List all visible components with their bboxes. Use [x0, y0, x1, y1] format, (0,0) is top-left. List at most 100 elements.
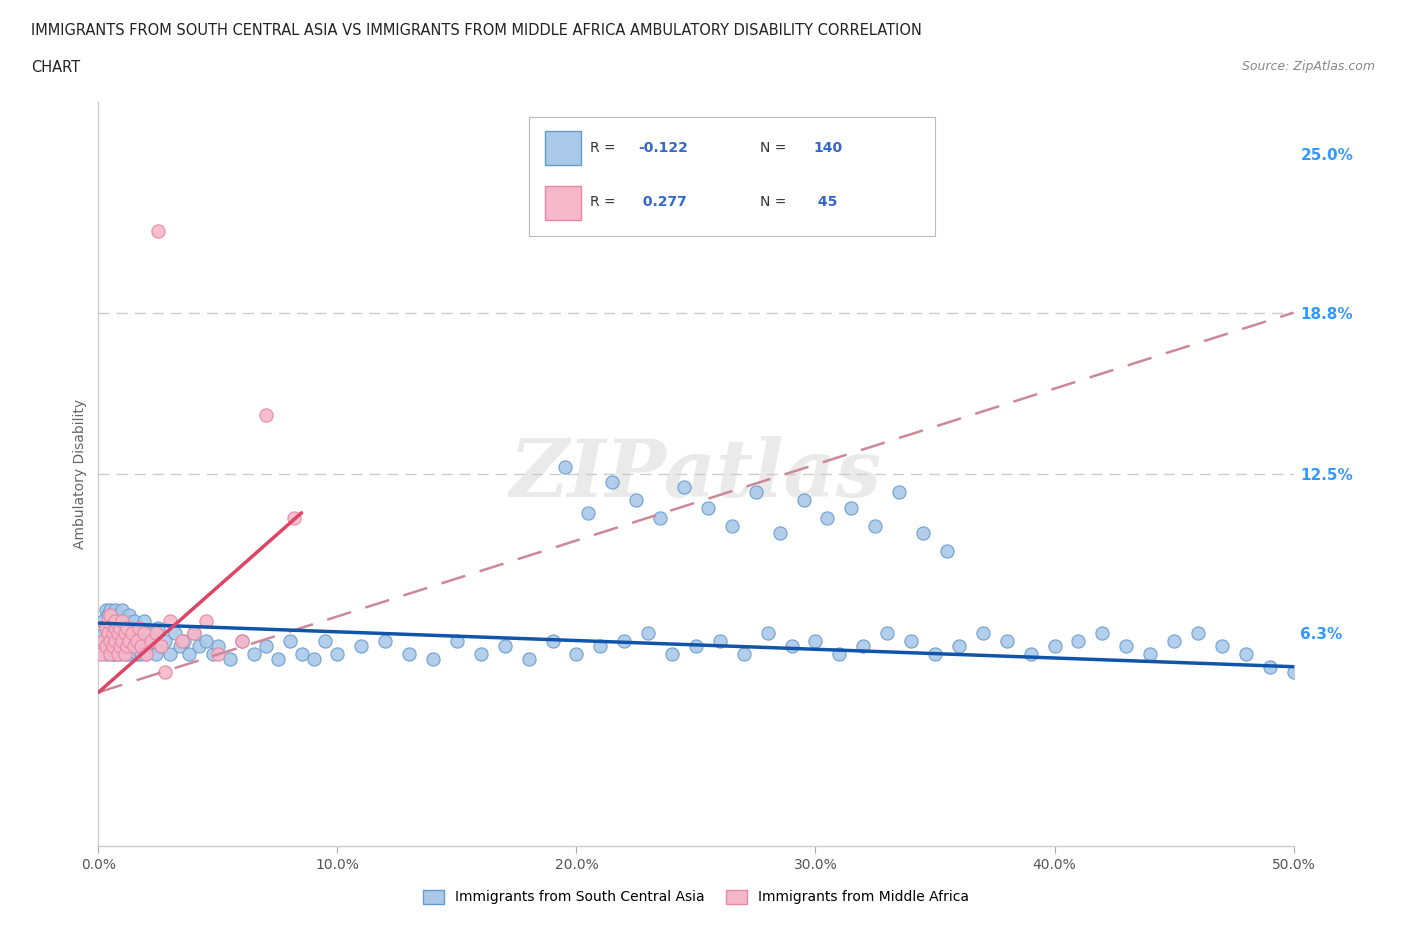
Point: [97, 633, 120, 648]
Point: [661, 646, 683, 661]
Point: [565, 646, 588, 661]
Point: [163, 626, 186, 641]
Point: [115, 621, 138, 636]
Point: [104, 646, 127, 661]
Point: [131, 646, 153, 661]
Point: [756, 626, 779, 641]
Point: [104, 621, 127, 636]
Point: [159, 613, 181, 628]
Point: [128, 621, 150, 636]
Point: [1115, 639, 1137, 654]
Point: [125, 646, 148, 661]
Point: [1187, 626, 1209, 641]
Point: [121, 633, 143, 648]
Point: [101, 626, 124, 641]
Point: [291, 646, 314, 661]
Point: [936, 544, 959, 559]
Point: [111, 626, 134, 641]
Point: [118, 626, 141, 641]
Point: [231, 633, 253, 648]
Point: [125, 633, 148, 648]
Point: [97, 616, 120, 631]
Point: [911, 525, 934, 540]
Point: [697, 500, 720, 515]
Point: [107, 616, 129, 631]
Point: [589, 639, 612, 654]
Point: [90, 646, 112, 661]
Point: [118, 608, 141, 623]
Point: [828, 646, 851, 661]
Point: [231, 633, 253, 648]
Point: [219, 652, 242, 667]
Y-axis label: Ambulatory Disability: Ambulatory Disability: [73, 399, 87, 550]
Point: [207, 646, 229, 661]
Point: [108, 621, 131, 636]
Point: [111, 613, 134, 628]
Point: [637, 626, 659, 641]
Point: [207, 639, 229, 654]
Point: [863, 518, 887, 533]
Point: [876, 626, 898, 641]
Point: [115, 639, 138, 654]
Point: [1019, 646, 1042, 661]
Point: [138, 626, 160, 641]
Point: [97, 608, 120, 623]
Text: ZIPatlas: ZIPatlas: [510, 435, 882, 513]
Point: [104, 621, 127, 636]
Point: [745, 485, 768, 499]
Text: CHART: CHART: [31, 60, 80, 75]
Point: [98, 639, 122, 654]
Point: [804, 633, 827, 648]
Point: [1211, 639, 1233, 654]
Point: [254, 408, 277, 423]
Point: [1258, 659, 1281, 674]
Point: [101, 639, 124, 654]
Point: [780, 639, 803, 654]
Point: [315, 633, 337, 648]
Point: [254, 639, 277, 654]
Point: [125, 633, 148, 648]
Point: [172, 633, 194, 648]
Point: [243, 646, 266, 661]
Point: [142, 633, 165, 648]
Point: [104, 613, 127, 628]
Point: [1139, 646, 1161, 661]
Point: [685, 639, 707, 654]
Point: [422, 652, 444, 667]
Point: [995, 633, 1018, 648]
Legend: Immigrants from South Central Asia, Immigrants from Middle Africa: Immigrants from South Central Asia, Immi…: [418, 884, 974, 910]
Point: [350, 639, 373, 654]
Point: [124, 626, 146, 641]
Point: [1091, 626, 1114, 641]
Point: [576, 505, 599, 520]
Point: [98, 633, 122, 648]
Point: [107, 639, 129, 654]
Point: [108, 646, 131, 661]
Point: [107, 626, 129, 641]
Point: [104, 633, 127, 648]
Point: [194, 613, 218, 628]
Point: [91, 639, 114, 654]
Point: [494, 639, 516, 654]
Point: [1163, 633, 1185, 648]
Point: [135, 646, 157, 661]
Point: [94, 639, 117, 654]
Point: [111, 613, 134, 628]
Point: [121, 626, 143, 641]
Point: [446, 633, 468, 648]
Point: [98, 608, 122, 623]
Point: [115, 613, 138, 628]
Point: [114, 646, 136, 661]
Point: [114, 621, 136, 636]
Point: [194, 633, 218, 648]
Point: [517, 652, 540, 667]
Point: [101, 608, 124, 623]
Point: [1234, 646, 1257, 661]
Point: [374, 633, 396, 648]
Point: [541, 633, 564, 648]
Point: [1043, 639, 1066, 654]
Point: [97, 626, 120, 641]
Point: [108, 639, 131, 654]
Point: [326, 646, 349, 661]
Point: [97, 613, 120, 628]
